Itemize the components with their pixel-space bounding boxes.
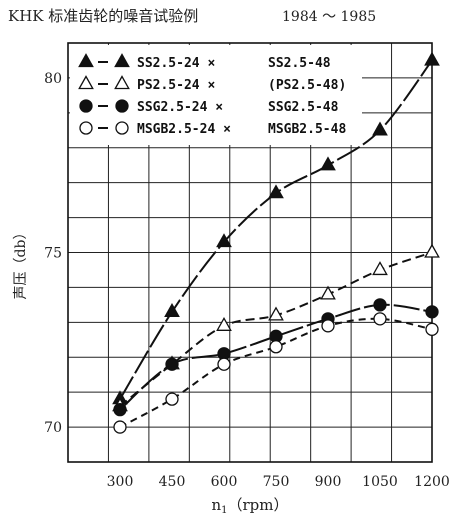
legend-marker-right [115, 121, 129, 135]
legend-label-right: SSG2.5-48 [268, 100, 339, 115]
x-axis-label-sub: 1 [221, 505, 227, 516]
x-tick-label: 900 [315, 474, 342, 490]
x-tick-label: 300 [107, 474, 134, 490]
series-4 [113, 312, 439, 434]
legend-label-left: PS2.5-24 × [137, 78, 215, 93]
data-point [164, 303, 180, 318]
x-tick-label: 1200 [414, 474, 450, 490]
x-tick-label: 1050 [362, 474, 398, 490]
legend-marker-right [114, 75, 130, 90]
series-1 [112, 51, 440, 405]
data-point [372, 261, 388, 276]
legend-item: SS2.5-24 × SS2.5-48 [78, 53, 331, 71]
x-axis-label-main: n [211, 496, 221, 514]
data-point [424, 51, 440, 66]
data-point [113, 402, 127, 417]
chart-period: 1984 ～ 1985 [282, 9, 376, 25]
series-group [112, 51, 440, 434]
data-point [321, 319, 335, 333]
data-point [268, 184, 284, 199]
legend-item: MSGB2.5-24 × MSGB2.5-48 [79, 121, 346, 137]
data-point [320, 285, 336, 300]
legend: SS2.5-24 × SS2.5-48 PS2.5-24 × (PS2.5-48) SS… [70, 45, 362, 145]
y-tick-label: 70 [44, 420, 62, 436]
x-tick-label: 450 [159, 474, 186, 490]
series-line [119, 251, 433, 407]
y-axis-label: 声压（db） [13, 226, 29, 300]
legend-marker-left [78, 75, 94, 90]
legend-marker-right [114, 53, 130, 68]
legend-label-left: SSG2.5-24 × [137, 100, 223, 115]
data-point [373, 312, 387, 326]
legend-marker-right [115, 99, 129, 113]
data-point [165, 357, 179, 371]
y-axis-ticks: 70 75 80 [44, 71, 62, 436]
data-point [372, 121, 388, 136]
y-tick-label: 80 [44, 71, 62, 87]
legend-label-right: (PS2.5-48) [268, 78, 346, 93]
x-axis-ticks: 300 450 600 750 900 1050 1200 [107, 474, 450, 490]
data-point [216, 233, 232, 248]
y-tick-label: 75 [44, 246, 62, 262]
x-tick-label: 750 [263, 474, 290, 490]
data-point [269, 340, 283, 354]
legend-marker-left [79, 121, 93, 135]
x-axis-label: n1（rpm） [211, 496, 288, 516]
data-point [113, 420, 127, 434]
data-point [373, 298, 387, 312]
data-point [320, 156, 336, 171]
data-point [425, 322, 439, 336]
x-axis-label-unit: （rpm） [228, 496, 289, 514]
x-tick-label: 600 [211, 474, 238, 490]
legend-marker-left [78, 53, 94, 68]
data-point [217, 357, 231, 371]
legend-item: SSG2.5-24 × SSG2.5-48 [79, 99, 339, 115]
legend-marker-left [79, 99, 93, 113]
legend-item: PS2.5-24 × (PS2.5-48) [78, 75, 346, 93]
data-point [216, 316, 232, 331]
legend-label-right: MSGB2.5-48 [268, 122, 346, 137]
legend-label-right: SS2.5-48 [268, 56, 331, 71]
data-point [165, 392, 179, 406]
legend-label-left: SS2.5-24 × [137, 56, 215, 71]
data-point [424, 243, 440, 258]
data-point [425, 305, 439, 319]
data-point [268, 306, 284, 321]
legend-label-left: MSGB2.5-24 × [137, 122, 231, 137]
chart-title: KHK 标准齿轮的噪音试验例 [8, 7, 198, 25]
